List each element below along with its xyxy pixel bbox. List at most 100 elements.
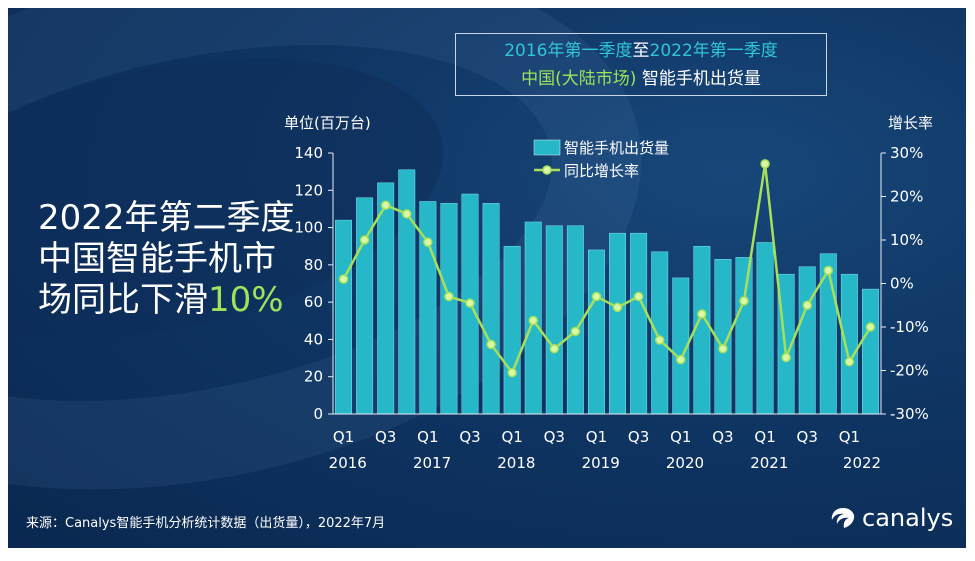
left-tick-label: 40 [304,330,323,348]
left-axis-label: 单位(百万台) [284,114,371,132]
bar [861,288,879,415]
quarter-tick-label: Q1 [839,428,860,446]
chart-title-box: 2016年第一季度至2022年第一季度 中国(大陆市场) 智能手机出货量 [455,33,827,96]
legend-line-label: 同比增长率 [564,162,639,180]
growth-rate-point [654,335,665,345]
left-tick-label: 60 [304,293,323,311]
bar [377,182,395,415]
legend: 智能手机出货量 同比增长率 [533,139,669,180]
growth-rate-point [612,302,623,313]
quarter-tick-label: Q3 [375,428,396,446]
chart-svg: 0 20 40 60 80 100 120 140 -30% -20% -10% 0% 10% 20% 30… [284,114,933,472]
growth-rate-point [549,344,560,354]
growth-rate-point [697,309,707,319]
bar [840,273,858,415]
legend-line-marker [542,165,552,175]
right-tick-label: 20% [890,188,923,206]
right-tick-label: 0% [890,275,914,293]
right-tick-label: 30% [890,144,923,162]
left-tick-label: 120 [294,181,323,199]
growth-rate-point [591,291,602,302]
left-tick-label: 20 [304,368,323,386]
growth-rate-point [380,200,391,210]
title-metric: 智能手机出货量 [636,69,761,89]
growth-rate-point [528,315,538,326]
left-tick-label: 100 [294,219,323,237]
headline-line-1: 2022年第二季度 [38,198,295,238]
growth-rate-point [802,300,812,310]
legend-bar-label: 智能手机出货量 [564,139,669,157]
quarter-tick-label: Q1 [670,428,691,446]
quarter-tick-label: Q1 [333,428,354,446]
year-tick-label: 2021 [750,454,788,472]
bar [545,225,563,415]
growth-rate-line [342,162,872,374]
chart-title-line-1: 2016年第一季度至2022年第一季度 [456,37,826,65]
growth-rate-point [844,357,855,367]
bar [693,245,711,415]
growth-rate-point [507,367,517,378]
quarter-tick-label: Q3 [797,428,818,446]
growth-rate-point [570,326,581,337]
quarter-tick-label: Q3 [712,428,733,446]
growth-rate-point [444,291,454,302]
growth-rate-point [823,265,834,276]
growth-rate-point [633,291,644,302]
title-end-period: 2022年第一季度 [649,41,778,61]
bar [503,245,521,415]
right-axis-label: 增长率 [888,114,933,132]
right-tick-label: 10% [890,231,923,249]
quarter-tick-label: Q1 [754,428,775,446]
year-tick-label: 2018 [497,454,535,472]
left-tick-label: 140 [294,144,323,162]
growth-rate-point [423,237,433,247]
brand-logo: canalys [830,504,953,532]
bar [798,266,816,415]
right-tick-label: -20% [890,362,929,380]
growth-rate-point [718,344,728,354]
growth-rate-point [865,322,876,332]
headline-accent: 10% [208,280,284,320]
left-tick-label: 0 [313,405,323,423]
growth-rate-point [359,235,370,245]
quarter-tick-label: Q1 [501,428,522,446]
headline-line-3: 场同比下滑10% [38,280,295,321]
bar [587,249,605,415]
year-tick-label: 2019 [582,454,620,472]
title-region: 中国(大陆市场) [521,69,637,89]
bar [735,257,753,415]
growth-rate-point [739,296,749,306]
year-tick-label: 2016 [329,454,367,472]
chart-panel: 2022年第二季度 中国智能手机市 场同比下滑10% 2016年第一季度至202… [8,8,966,548]
logo-text: canalys [862,504,954,532]
growth-rate-point [676,354,686,365]
legend-bar-swatch [533,139,561,156]
headline: 2022年第二季度 中国智能手机市 场同比下滑10% [38,198,295,321]
year-tick-label: 2017 [413,454,451,472]
title-start-period: 2016年第一季度 [504,41,633,61]
quarter-tick-label: Q3 [459,428,480,446]
axes: 0 20 40 60 80 100 120 140 -30% -20% -10% 0% 10% 20% 30… [294,144,928,472]
bar-series [335,169,879,415]
growth-rate-point [465,298,475,308]
quarter-tick-label: Q1 [586,428,607,446]
growth-rate-point [486,339,496,350]
growth-rate-point [338,274,349,284]
year-tick-label: 2020 [666,454,704,472]
headline-line-2: 中国智能手机市 [38,239,276,279]
canalys-logo-icon [831,508,855,528]
bar [651,251,669,415]
bar [609,232,627,415]
growth-rate-point [781,352,791,363]
year-tick-label: 2022 [843,454,881,472]
growth-rate-point [760,159,770,169]
quarter-tick-label: Q3 [544,428,565,446]
quarter-tick-label: Q1 [417,428,438,446]
bar [440,203,458,415]
chart-title-line-2: 中国(大陆市场) 智能手机出货量 [456,65,826,93]
headline-line-3-text: 场同比下滑 [38,280,208,320]
line-series [338,159,876,378]
bar [335,219,353,415]
quarter-tick-label: Q3 [628,428,649,446]
bar [756,242,774,415]
